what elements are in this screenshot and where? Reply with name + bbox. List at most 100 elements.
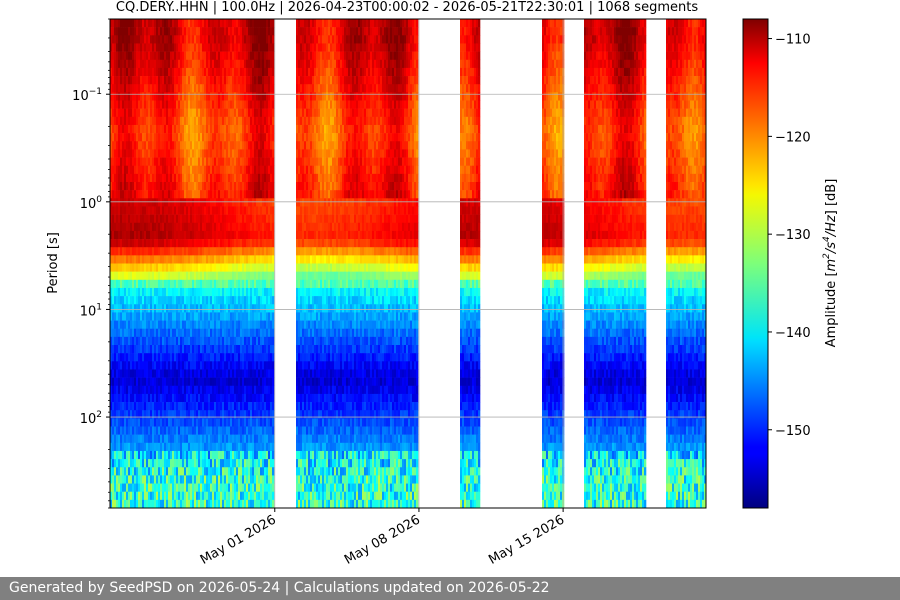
heatmap-cell [174, 214, 177, 224]
heatmap-cell [176, 182, 179, 191]
heatmap-cell [190, 434, 193, 444]
heatmap-cell [212, 92, 215, 101]
heatmap-cell [228, 35, 231, 44]
heatmap-cell [152, 51, 155, 61]
heatmap-cell [260, 336, 263, 346]
heatmap-cell [136, 59, 139, 69]
heatmap-cell [254, 345, 257, 354]
heatmap-cell [116, 124, 119, 134]
heatmap-cell [220, 255, 223, 264]
heatmap-cell [160, 84, 163, 93]
heatmap-cell [230, 247, 233, 256]
heatmap-cell [150, 475, 153, 484]
heatmap-cell [140, 59, 143, 69]
heatmap-cell [216, 393, 219, 403]
heatmap-cell [240, 222, 243, 232]
heatmap-cell [270, 108, 273, 118]
heatmap-cell [228, 393, 231, 403]
heatmap-cell [180, 149, 183, 158]
heatmap-cell [174, 353, 177, 362]
heatmap-cell [248, 369, 251, 378]
heatmap-cell [144, 499, 147, 508]
heatmap-cell [158, 67, 161, 77]
heatmap-cell [172, 475, 175, 484]
heatmap-cell [152, 426, 155, 435]
heatmap-cell [234, 393, 237, 403]
heatmap-cell [118, 182, 121, 191]
heatmap-cell [184, 206, 187, 215]
heatmap-cell [240, 296, 243, 305]
heatmap-cell [122, 230, 125, 240]
heatmap-cell [272, 450, 275, 460]
heatmap-cell [268, 84, 271, 93]
heatmap-cell [202, 76, 205, 85]
heatmap-cell [228, 43, 231, 52]
heatmap-cell [138, 92, 141, 101]
heatmap-cell [168, 287, 171, 297]
heatmap-cell [158, 410, 161, 419]
heatmap-cell [176, 108, 179, 118]
heatmap-cell [172, 27, 175, 36]
heatmap-cell [214, 149, 217, 158]
heatmap-cell [214, 434, 217, 444]
heatmap-cell [206, 133, 209, 142]
heatmap-cell [242, 410, 245, 419]
heatmap-cell [188, 100, 191, 109]
heatmap-cell [166, 459, 169, 468]
heatmap-cell [180, 157, 183, 166]
heatmap-cell [240, 271, 243, 281]
heatmap-cell [160, 165, 163, 175]
heatmap-cell [184, 304, 187, 313]
heatmap-cell [228, 92, 231, 101]
heatmap-cell [140, 67, 143, 77]
heatmap-cell [166, 239, 169, 248]
heatmap-cell [188, 92, 191, 101]
heatmap-cell [260, 92, 263, 101]
heatmap-cell [244, 271, 247, 281]
heatmap-cell [178, 198, 181, 207]
heatmap-cell [168, 499, 171, 508]
heatmap-cell [208, 67, 211, 77]
heatmap-cell [226, 182, 229, 191]
heatmap-cell [170, 467, 173, 476]
heatmap-cell [174, 108, 177, 118]
heatmap-cell [170, 19, 173, 28]
heatmap-cell [132, 165, 135, 175]
heatmap-cell [164, 133, 167, 142]
heatmap-cell [258, 43, 261, 52]
heatmap-cell [192, 182, 195, 191]
heatmap-cell [190, 59, 193, 69]
heatmap-cell [186, 263, 189, 272]
heatmap-cell [200, 483, 203, 492]
heatmap-cell [190, 385, 193, 395]
heatmap-cell [270, 222, 273, 232]
heatmap-cell [256, 51, 259, 61]
heatmap-cell [208, 263, 211, 272]
heatmap-column [166, 19, 169, 508]
heatmap-cell [190, 198, 193, 207]
heatmap-cell [196, 43, 199, 52]
heatmap-cell [174, 475, 177, 484]
heatmap-cell [204, 27, 207, 36]
heatmap-cell [258, 491, 261, 501]
heatmap-cell [178, 206, 181, 215]
heatmap-cell [152, 190, 155, 199]
heatmap-cell [220, 263, 223, 272]
heatmap-cell [226, 239, 229, 248]
heatmap-cell [188, 410, 191, 419]
heatmap-cell [124, 108, 127, 118]
heatmap-cell [186, 296, 189, 305]
heatmap-column [122, 19, 125, 508]
heatmap-cell [242, 173, 245, 183]
heatmap-cell [168, 214, 171, 224]
heatmap-cell [236, 84, 239, 93]
heatmap-cell [196, 271, 199, 281]
heatmap-cell [140, 296, 143, 305]
heatmap-cell [144, 149, 147, 158]
heatmap-cell [224, 393, 227, 403]
heatmap-cell [270, 173, 273, 183]
heatmap-cell [176, 157, 179, 166]
heatmap-cell [144, 92, 147, 101]
heatmap-cell [228, 67, 231, 77]
heatmap-cell [148, 377, 151, 387]
